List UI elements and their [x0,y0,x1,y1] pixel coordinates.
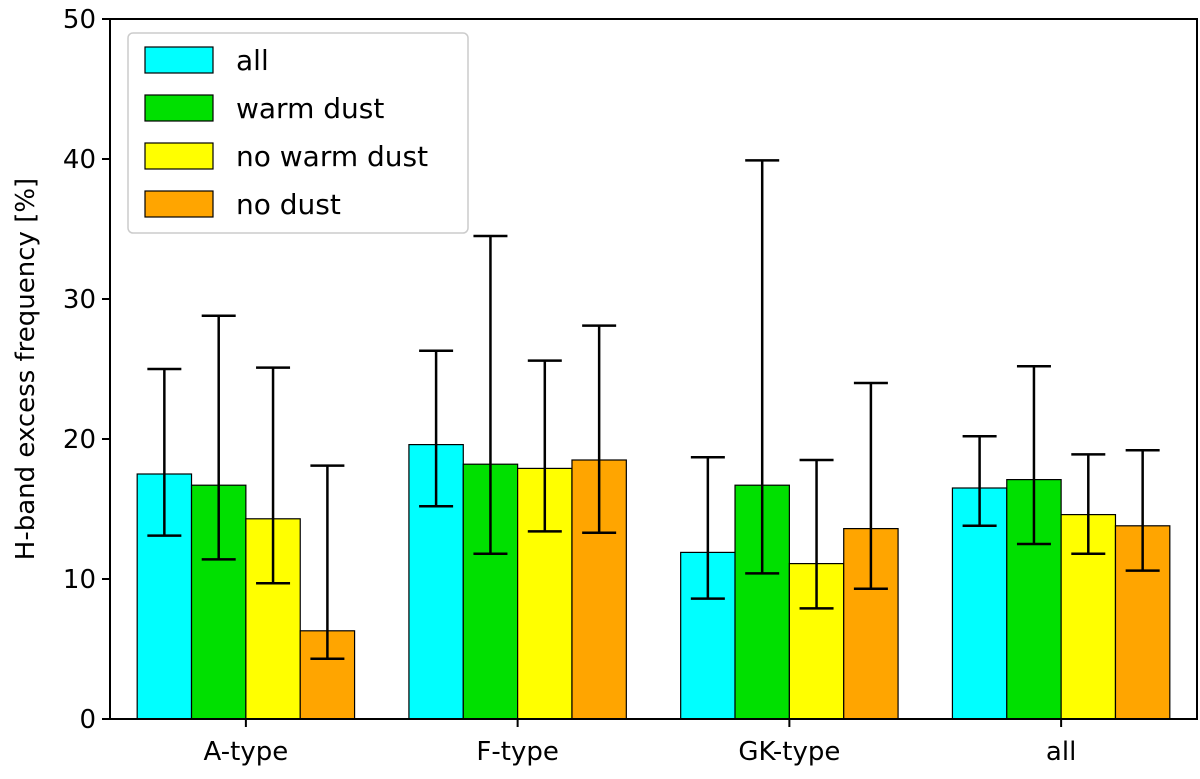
x-tick-label: all [1046,737,1076,767]
bars-layer [136,444,1171,720]
legend-swatch-all [144,46,214,74]
legend-swatch-warm-dust [144,94,214,122]
y-tick-label: 20 [63,425,96,455]
y-axis: 0 10 20 30 40 50 [63,5,110,735]
y-tick-label: 50 [63,5,96,35]
error-bars-layer [147,159,1160,661]
y-tick-label: 0 [79,705,96,735]
y-tick-label: 40 [63,145,96,175]
y-tick-label: 30 [63,285,96,315]
legend-label-all: all [236,44,269,77]
legend-box [127,32,469,234]
x-tick-label: A-type [204,737,289,767]
legend-label-no-warm-dust: no warm dust [236,140,428,173]
y-axis-label: H-band excess frequency [%] [11,178,41,560]
legend-swatch-no-warm-dust [144,142,214,170]
plot-frame [109,18,1198,720]
legend-label-warm-dust: warm dust [236,92,384,125]
legend-label-no-dust: no dust [236,188,341,221]
legend: all warm dust no warm dust no dust [127,32,469,234]
legend-swatch-no-dust [144,190,214,218]
x-tick-label: GK-type [738,737,840,767]
y-tick-label: 10 [63,565,96,595]
x-axis: A-type F-type GK-type all [204,719,1076,767]
x-tick-label: F-type [476,737,558,767]
